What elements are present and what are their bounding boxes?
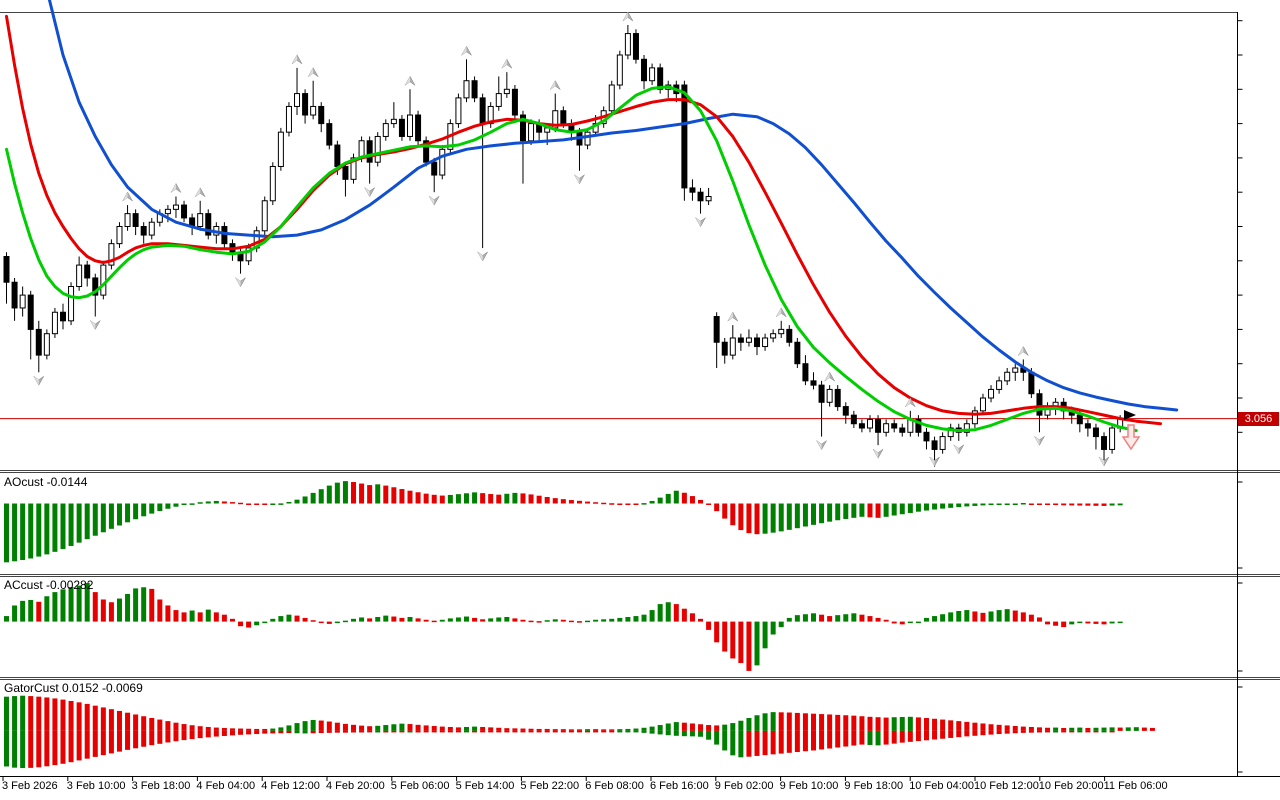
alligator-jaw-line — [47, 0, 1179, 412]
gator-lower-histogram — [4, 730, 1115, 769]
time-tick-label: 3 Feb 18:00 — [131, 780, 191, 792]
time-tick-label: 4 Feb 20:00 — [326, 780, 385, 792]
window-frame — [0, 12, 1280, 781]
signal-layer — [1121, 410, 1141, 451]
alligator-lines — [5, 0, 1179, 433]
ac-indicator-label: ACcust -0.00282 — [4, 578, 94, 592]
ao-histogram — [4, 481, 1123, 563]
current-price-badge: 3.056 — [1238, 412, 1279, 426]
time-tick-label: 6 Feb 16:00 — [650, 780, 709, 792]
time-tick-label: 3 Feb 10:00 — [66, 780, 126, 792]
bar-marker-icon — [1124, 410, 1136, 420]
candles-layer — [3, 24, 1124, 467]
price-scale[interactable]: 3.5203.4803.4403.4003.3603.3203.2803.240… — [1238, 0, 1280, 776]
time-tick-label: 9 Feb 10:00 — [779, 780, 839, 792]
time-tick-label: 5 Feb 14:00 — [455, 780, 515, 792]
time-tick-label: 10 Feb 12:00 — [974, 780, 1039, 792]
time-scale[interactable]: 3 Feb 2026 3 Feb 10:00 3 Feb 18:00 4 Feb 04… — [0, 776, 1280, 800]
time-tick-label: 4 Feb 04:00 — [196, 780, 256, 792]
ao-indicator-label: AOcust -0.0144 — [4, 475, 88, 489]
time-tick-label: 9 Feb 02:00 — [714, 780, 774, 792]
time-tick-label: 9 Feb 18:00 — [844, 780, 904, 792]
time-tick-label: 5 Feb 06:00 — [390, 780, 450, 792]
time-tick-label: 5 Feb 22:00 — [520, 780, 580, 792]
alligator-lips-line — [5, 85, 1138, 433]
gator-indicator-label: GatorCust 0.0152 -0.0069 — [4, 681, 143, 695]
alligator-teeth-line — [5, 14, 1162, 426]
time-tick-label: 4 Feb 12:00 — [261, 780, 320, 792]
time-tick-label: 10 Feb 20:00 — [1038, 780, 1104, 792]
time-tick-label: 3 Feb 2026 — [2, 780, 58, 792]
time-tick-label: 10 Feb 04:00 — [909, 780, 975, 792]
fractals-layer — [33, 11, 1110, 467]
time-tick-label: 11 Feb 06:00 — [1103, 780, 1168, 792]
gator-upper-histogram — [4, 695, 1155, 731]
sell-signal-arrow-icon — [1121, 424, 1141, 451]
time-tick-label: 6 Feb 08:00 — [585, 780, 644, 792]
ac-histogram — [4, 582, 1123, 671]
